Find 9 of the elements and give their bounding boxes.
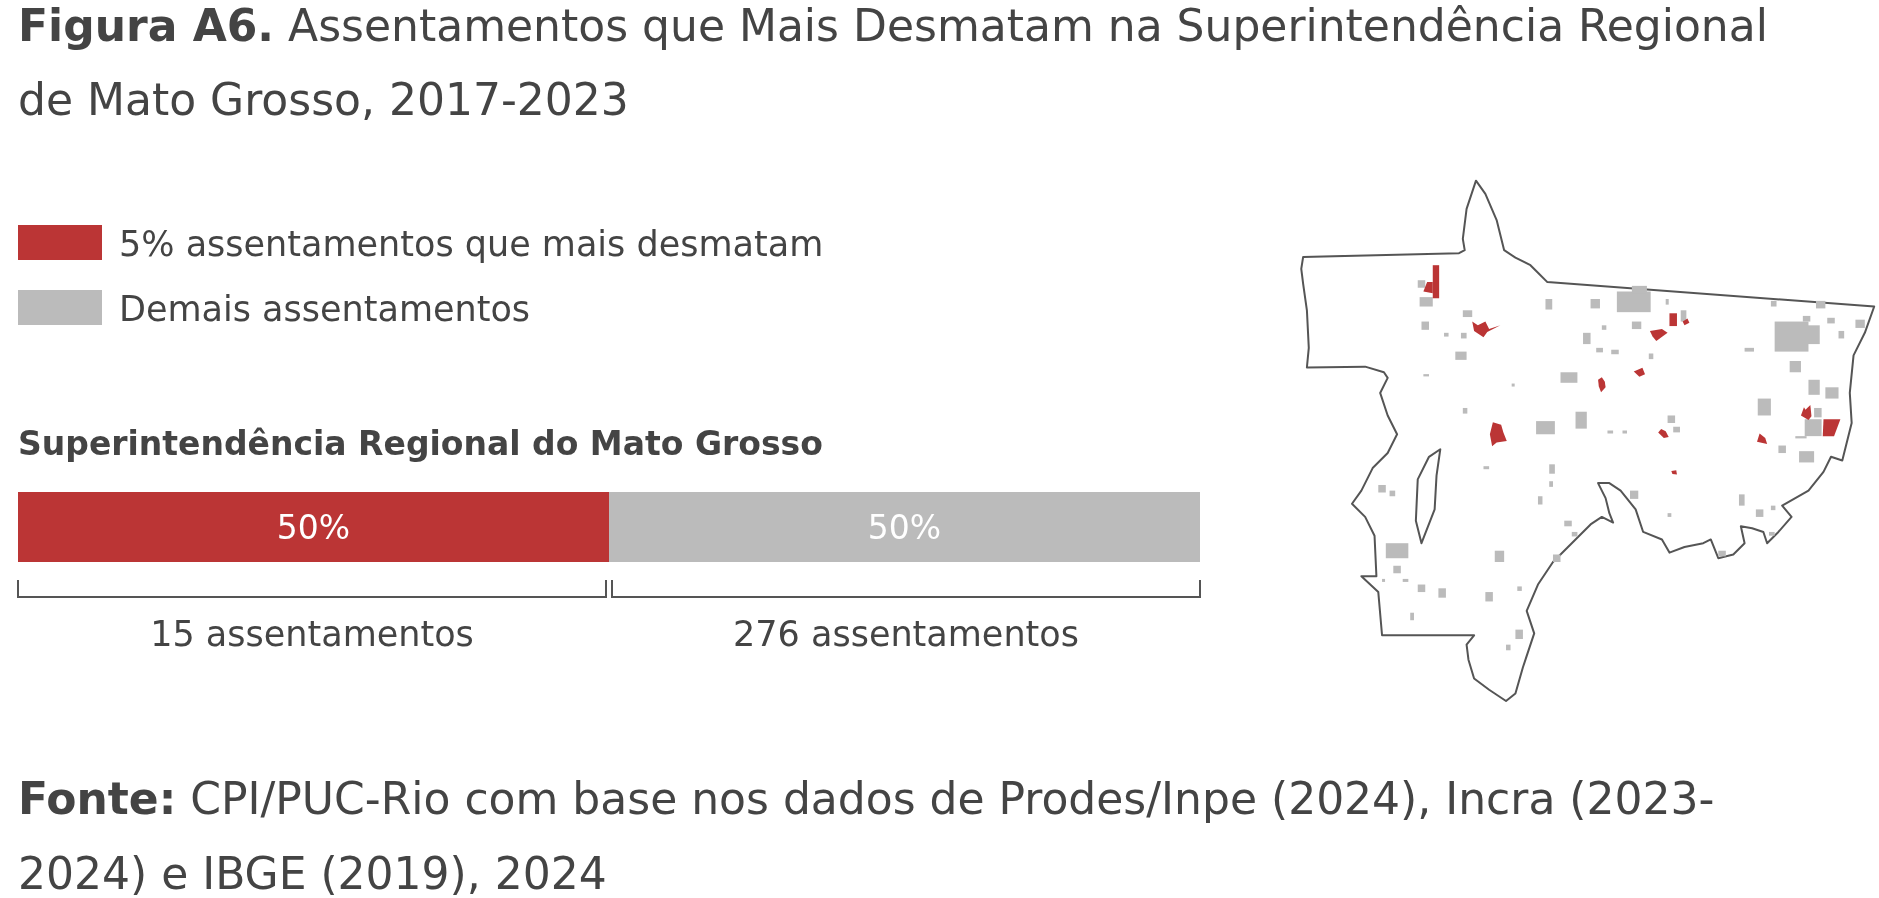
text: 15 assentamentos [150, 614, 474, 654]
legend-label: Demais assentamentos [119, 289, 531, 329]
source-note: Fonte: CPI/PUC-Rio com base nos dados de Prodes/Inpe (2024), Incra (2023-2024) e IBGE (2019), 2024 [18, 773, 1715, 898]
data-label: 50% [867, 508, 942, 547]
legend-label: 5% assentamentos que mais desmatam [119, 224, 824, 264]
text: 276 assentamentos [733, 614, 1079, 654]
chart-title: Figura A6. Assentamentos que Mais Desmatam na Superintendência Regional de Mato Grosso, 2017-2023 [18, 0, 1768, 125]
y-tick-label: Superintendência Regional do Mato Grosso [18, 424, 823, 463]
data-label: 50% [276, 508, 351, 547]
